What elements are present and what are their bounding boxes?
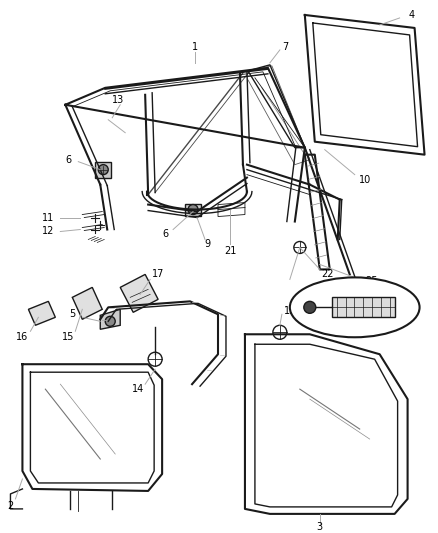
Text: 13: 13 [112, 95, 124, 105]
Text: 6: 6 [162, 230, 168, 239]
Text: 21: 21 [224, 246, 236, 256]
Text: 5: 5 [69, 309, 75, 319]
Text: 22: 22 [321, 269, 334, 279]
Polygon shape [100, 309, 120, 329]
Text: 3: 3 [317, 522, 323, 532]
Polygon shape [95, 161, 111, 177]
Text: 2: 2 [7, 501, 14, 511]
Circle shape [105, 316, 115, 326]
Polygon shape [28, 301, 55, 325]
Text: 25: 25 [365, 277, 378, 286]
Polygon shape [185, 204, 201, 215]
Polygon shape [332, 297, 395, 317]
Ellipse shape [290, 277, 420, 337]
Circle shape [188, 205, 198, 215]
Text: 4: 4 [409, 10, 415, 20]
Text: 16: 16 [16, 332, 28, 342]
Text: 15: 15 [62, 332, 74, 342]
Circle shape [98, 165, 108, 175]
Text: 9: 9 [204, 239, 210, 249]
Text: 12: 12 [42, 227, 55, 237]
Text: 13: 13 [284, 306, 296, 316]
Text: 10: 10 [359, 175, 371, 184]
Text: 14: 14 [132, 384, 144, 394]
Text: 6: 6 [65, 155, 71, 165]
Text: 11: 11 [42, 213, 54, 223]
Circle shape [304, 301, 316, 313]
Text: 23: 23 [312, 320, 323, 329]
Text: 17: 17 [152, 269, 164, 279]
Text: 7: 7 [282, 42, 288, 52]
Text: 1: 1 [192, 42, 198, 52]
Text: 24: 24 [357, 320, 368, 329]
Polygon shape [72, 287, 102, 319]
Polygon shape [120, 274, 158, 312]
